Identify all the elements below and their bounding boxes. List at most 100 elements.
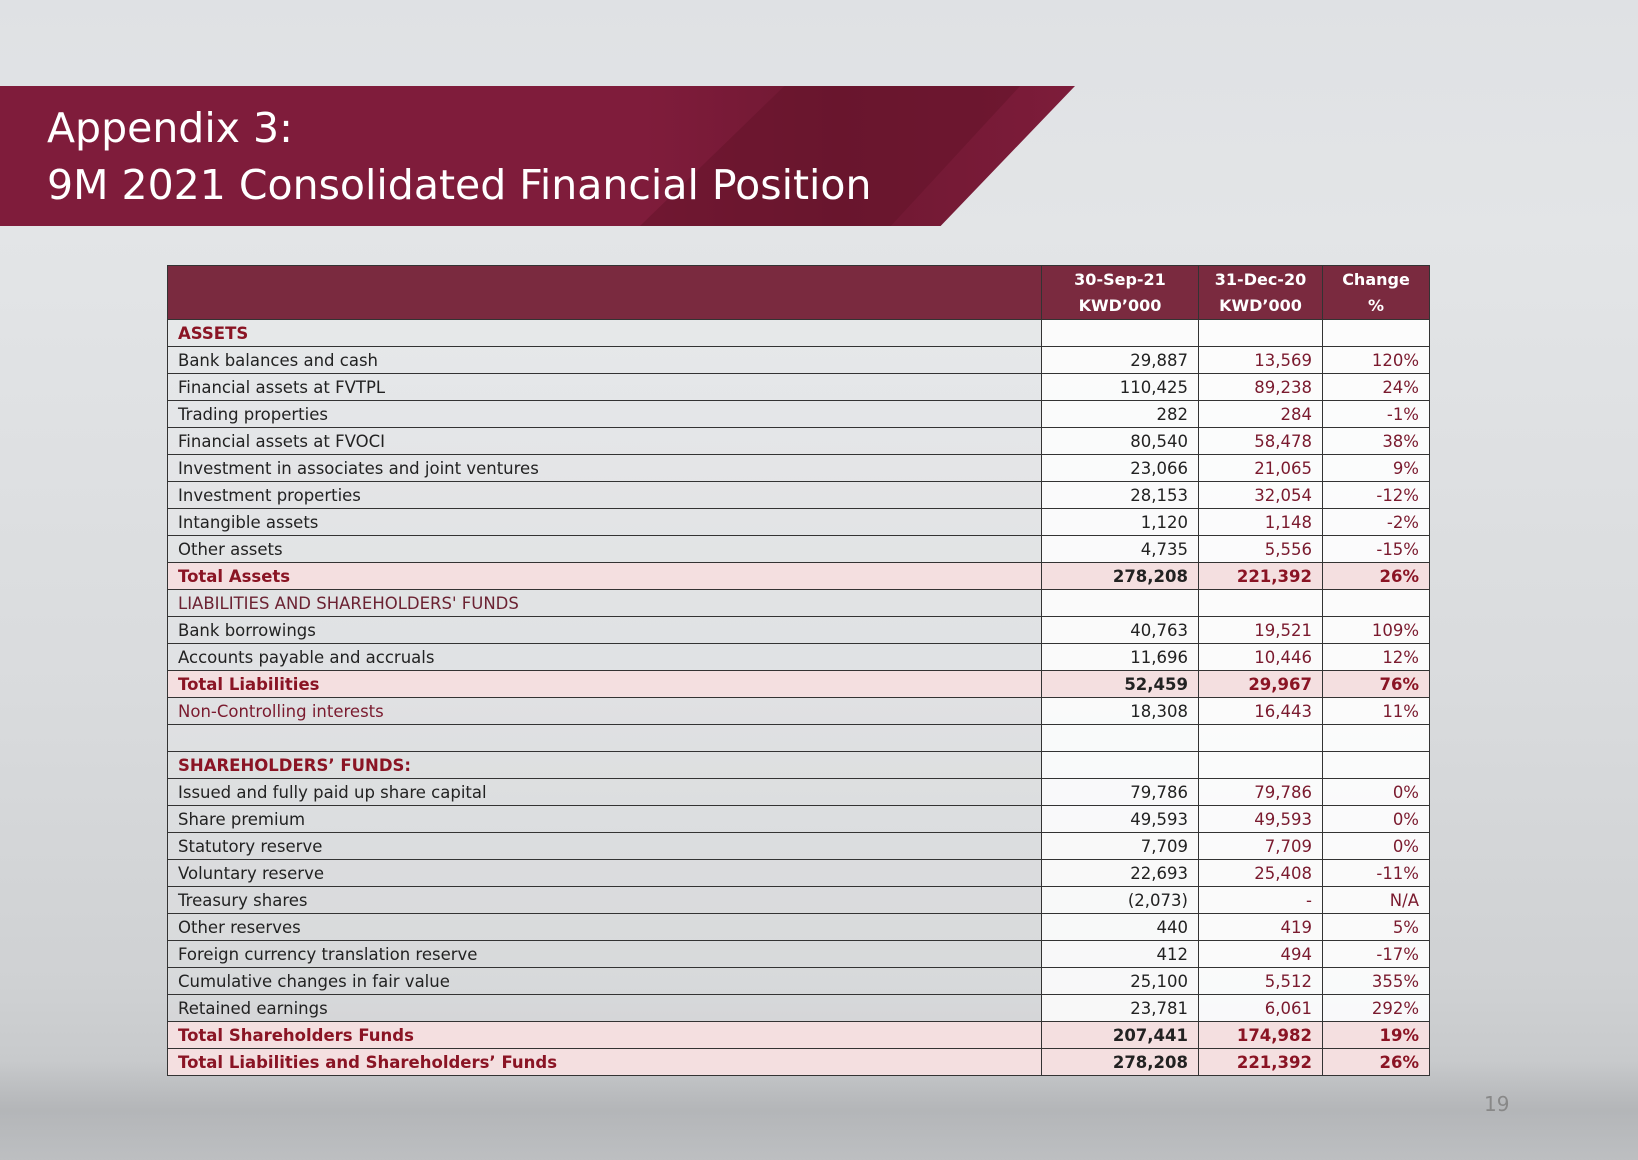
value-change-percent: 120% [1322, 346, 1430, 374]
row-label: SHAREHOLDERS’ FUNDS: [167, 751, 1042, 779]
row-label: Treasury shares [167, 886, 1042, 914]
row-label: ASSETS [167, 319, 1042, 347]
table-row: Retained earnings 23,781 6,061 292% [167, 994, 1430, 1022]
value-31-dec-20: 419 [1198, 913, 1323, 941]
header-unit: KWD’000 [1219, 295, 1302, 315]
value-31-dec-20: 1,148 [1198, 508, 1323, 536]
row-label: Financial assets at FVOCI [167, 427, 1042, 455]
value-30-sep-21: 40,763 [1041, 616, 1199, 644]
value-31-dec-20: - [1198, 886, 1323, 914]
value-31-dec-20: 58,478 [1198, 427, 1323, 455]
row-label: Intangible assets [167, 508, 1042, 536]
value-change-percent: 109% [1322, 616, 1430, 644]
table-body: ASSETS Bank balances and cash 29,887 13,569… [167, 319, 1430, 1076]
value-change-percent [1322, 751, 1430, 779]
header-31-dec-20: 31-Dec-20 KWD’000 [1198, 265, 1323, 320]
table-row: Treasury shares (2,073) - N/A [167, 886, 1430, 914]
table-row: Intangible assets 1,120 1,148 -2% [167, 508, 1430, 536]
value-30-sep-21: 278,208 [1041, 562, 1199, 590]
table-row: Accounts payable and accruals 11,696 10,44… [167, 643, 1430, 671]
value-31-dec-20: 7,709 [1198, 832, 1323, 860]
row-label: Foreign currency translation reserve [167, 940, 1042, 968]
value-change-percent: 12% [1322, 643, 1430, 671]
value-30-sep-21: 4,735 [1041, 535, 1199, 563]
value-30-sep-21: 49,593 [1041, 805, 1199, 833]
table-row: Statutory reserve 7,709 7,709 0% [167, 832, 1430, 860]
table-row: Share premium 49,593 49,593 0% [167, 805, 1430, 833]
table-row: Non-Controlling interests 18,308 16,443 11% [167, 697, 1430, 725]
table-row: ASSETS [167, 319, 1430, 347]
row-label: Voluntary reserve [167, 859, 1042, 887]
value-30-sep-21: 278,208 [1041, 1048, 1199, 1076]
value-change-percent [1322, 589, 1430, 617]
value-change-percent [1322, 319, 1430, 347]
row-label: Financial assets at FVTPL [167, 373, 1042, 401]
value-31-dec-20 [1198, 589, 1323, 617]
table-row: Other assets 4,735 5,556 -15% [167, 535, 1430, 563]
row-label: Retained earnings [167, 994, 1042, 1022]
financial-position-table: 30-Sep-21 KWD’000 31-Dec-20 KWD’000 Chan… [167, 265, 1430, 1076]
value-31-dec-20: 21,065 [1198, 454, 1323, 482]
value-31-dec-20: 79,786 [1198, 778, 1323, 806]
value-change-percent: 19% [1322, 1021, 1430, 1049]
table-row: Total Shareholders Funds 207,441 174,982 19… [167, 1021, 1430, 1049]
table-row: Foreign currency translation reserve 412 4… [167, 940, 1430, 968]
header-label-column [167, 265, 1042, 320]
value-change-percent: 5% [1322, 913, 1430, 941]
value-change-percent [1322, 724, 1430, 752]
value-30-sep-21 [1041, 751, 1199, 779]
table-row: Investment properties 28,153 32,054 -12% [167, 481, 1430, 509]
table-row: Trading properties 282 284 -1% [167, 400, 1430, 428]
value-change-percent: -1% [1322, 400, 1430, 428]
value-change-percent: 355% [1322, 967, 1430, 995]
row-label: Total Liabilities [167, 670, 1042, 698]
value-change-percent: -12% [1322, 481, 1430, 509]
value-31-dec-20: 284 [1198, 400, 1323, 428]
value-change-percent: 26% [1322, 562, 1430, 590]
value-change-percent: 76% [1322, 670, 1430, 698]
value-31-dec-20: 13,569 [1198, 346, 1323, 374]
value-31-dec-20: 6,061 [1198, 994, 1323, 1022]
value-31-dec-20 [1198, 751, 1323, 779]
table-row: Total Liabilities and Shareholders’ Fund… [167, 1048, 1430, 1076]
value-30-sep-21 [1041, 319, 1199, 347]
row-label: Issued and fully paid up share capital [167, 778, 1042, 806]
value-30-sep-21: 80,540 [1041, 427, 1199, 455]
row-label: Share premium [167, 805, 1042, 833]
page-number: 19 [1484, 1092, 1510, 1116]
value-31-dec-20: 5,556 [1198, 535, 1323, 563]
value-30-sep-21: 23,781 [1041, 994, 1199, 1022]
value-31-dec-20: 29,967 [1198, 670, 1323, 698]
table-row: Financial assets at FVTPL 110,425 89,238 24… [167, 373, 1430, 401]
value-change-percent: N/A [1322, 886, 1430, 914]
value-31-dec-20: 494 [1198, 940, 1323, 968]
table-row: Cumulative changes in fair value 25,100 5,… [167, 967, 1430, 995]
value-change-percent: 26% [1322, 1048, 1430, 1076]
header-change: Change % [1322, 265, 1430, 320]
value-change-percent: 292% [1322, 994, 1430, 1022]
value-change-percent: 38% [1322, 427, 1430, 455]
value-30-sep-21: 52,459 [1041, 670, 1199, 698]
value-31-dec-20: 19,521 [1198, 616, 1323, 644]
value-30-sep-21: 207,441 [1041, 1021, 1199, 1049]
value-30-sep-21: 23,066 [1041, 454, 1199, 482]
row-label: Bank borrowings [167, 616, 1042, 644]
value-change-percent: -2% [1322, 508, 1430, 536]
value-31-dec-20: 32,054 [1198, 481, 1323, 509]
slide-title-line2: 9M 2021 Consolidated Financial Position [47, 161, 872, 209]
row-label: Bank balances and cash [167, 346, 1042, 374]
row-label: Statutory reserve [167, 832, 1042, 860]
row-label: Total Assets [167, 562, 1042, 590]
value-change-percent: -15% [1322, 535, 1430, 563]
table-row: Investment in associates and joint ventu… [167, 454, 1430, 482]
row-label: Non-Controlling interests [167, 697, 1042, 725]
row-label [167, 724, 1042, 752]
value-change-percent: 11% [1322, 697, 1430, 725]
table-row: SHAREHOLDERS’ FUNDS: [167, 751, 1430, 779]
row-label: Cumulative changes in fair value [167, 967, 1042, 995]
background-skyline [0, 1060, 1638, 1160]
value-30-sep-21: 29,887 [1041, 346, 1199, 374]
table-row: Bank borrowings 40,763 19,521 109% [167, 616, 1430, 644]
table-row: Total Liabilities 52,459 29,967 76% [167, 670, 1430, 698]
row-label: Total Liabilities and Shareholders’ Fund… [167, 1048, 1042, 1076]
